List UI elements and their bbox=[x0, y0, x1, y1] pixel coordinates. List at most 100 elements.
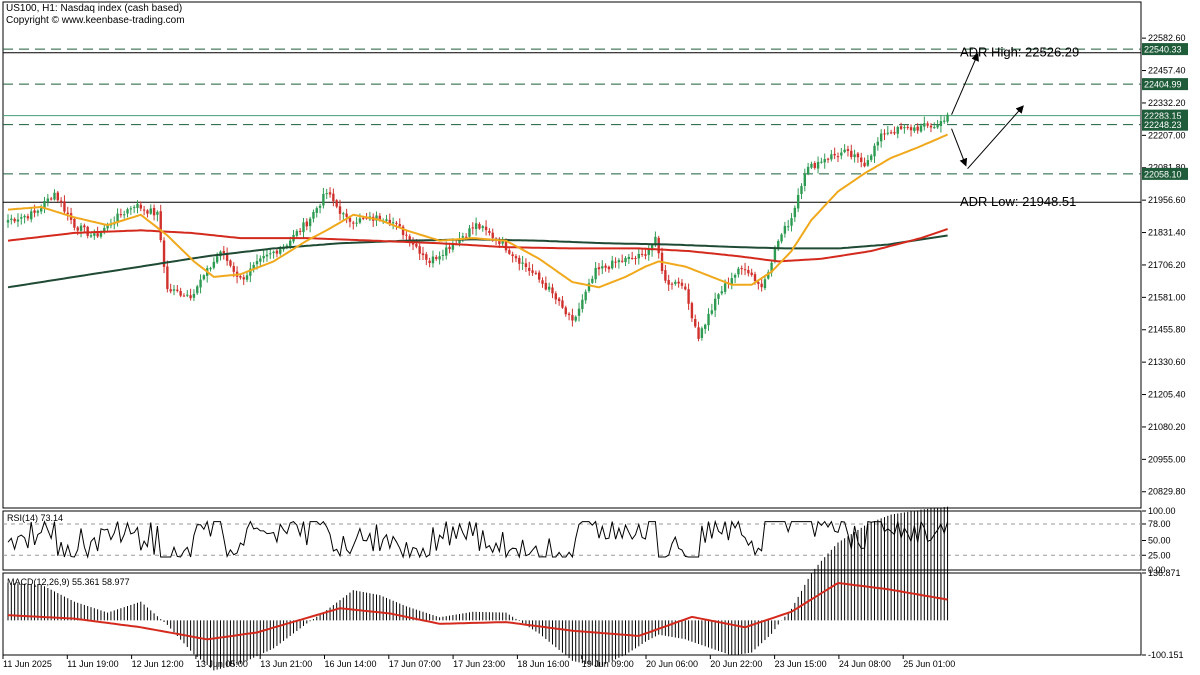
candle-body bbox=[149, 208, 152, 214]
candle-body bbox=[73, 218, 76, 228]
candle-body bbox=[846, 149, 850, 151]
candle-body bbox=[348, 217, 352, 222]
candle-body bbox=[405, 234, 408, 236]
rsi-y-tick-label: 50.00 bbox=[1148, 536, 1171, 546]
candle-body bbox=[723, 283, 727, 292]
candle-body bbox=[342, 213, 345, 215]
candle-body bbox=[182, 295, 186, 297]
candle-body bbox=[53, 192, 56, 200]
candle-body bbox=[604, 265, 607, 268]
main-y-tick-label: 21455.80 bbox=[1148, 325, 1186, 335]
candle-body bbox=[577, 308, 581, 316]
arrow-to-adr-high bbox=[951, 52, 979, 115]
candle-body bbox=[750, 272, 753, 275]
candle-body bbox=[793, 207, 797, 218]
price-level-label: 22058.10 bbox=[1144, 169, 1182, 179]
x-tick-label: 16 Jun 14:00 bbox=[325, 659, 377, 669]
candle-body bbox=[33, 210, 36, 213]
candle-body bbox=[926, 123, 929, 126]
candle-body bbox=[279, 249, 282, 254]
candle-body bbox=[169, 289, 172, 292]
x-tick-label: 13 Jun 21:00 bbox=[260, 659, 312, 669]
candle-body bbox=[504, 241, 508, 251]
candle-body bbox=[704, 324, 707, 329]
x-tick-label: 11 Jun 2025 bbox=[3, 659, 52, 669]
candle-body bbox=[717, 294, 720, 299]
price-level-tag bbox=[1142, 78, 1188, 91]
candle-body bbox=[889, 132, 893, 134]
candle-body bbox=[388, 219, 391, 224]
candle-body bbox=[551, 287, 554, 294]
candle-body bbox=[16, 219, 20, 222]
candle-body bbox=[836, 156, 840, 158]
candle-body bbox=[760, 283, 763, 288]
candle-body bbox=[136, 203, 139, 208]
price-level-tag bbox=[1142, 118, 1188, 131]
candle-body bbox=[43, 200, 46, 209]
main-y-tick-label: 20829.80 bbox=[1148, 487, 1186, 497]
candle-body bbox=[10, 218, 13, 220]
candle-body bbox=[574, 316, 577, 321]
x-tick-label: 13 Jun 05:00 bbox=[196, 659, 248, 669]
ma-mid-line bbox=[7, 228, 948, 263]
candle-body bbox=[166, 266, 169, 290]
candle-body bbox=[126, 209, 129, 214]
candle-body bbox=[232, 266, 235, 272]
macd-histogram bbox=[7, 506, 949, 671]
candle-body bbox=[773, 248, 777, 262]
candle-body bbox=[86, 226, 89, 236]
rsi-y-tick-label: 100.00 bbox=[1148, 506, 1176, 516]
candle-body bbox=[866, 160, 870, 166]
candle-body bbox=[285, 245, 289, 248]
symbol-title: US100, H1: Nasdaq index (cash based) bbox=[6, 3, 183, 14]
x-tick-label: 23 Jun 15:00 bbox=[775, 659, 827, 669]
candle-body bbox=[152, 207, 156, 216]
copyright-text: Copyright © www.keenbase-trading.com bbox=[6, 15, 185, 26]
candle-body bbox=[903, 127, 906, 129]
rsi-panel-frame bbox=[2, 510, 1142, 571]
candle-body bbox=[302, 222, 305, 233]
main-y-tick-label: 22081.80 bbox=[1148, 163, 1186, 173]
candle-body bbox=[899, 126, 903, 129]
candle-body bbox=[289, 240, 292, 246]
candle-body bbox=[614, 261, 617, 263]
price-level-tag bbox=[1142, 167, 1188, 180]
candle-body bbox=[544, 282, 548, 290]
candle-body bbox=[411, 242, 415, 245]
candle-body bbox=[923, 123, 926, 127]
candle-body bbox=[438, 256, 441, 260]
candle-body bbox=[186, 294, 189, 296]
candle-body bbox=[498, 239, 501, 244]
candle-body bbox=[162, 240, 166, 267]
x-tick-label: 17 Jun 23:00 bbox=[453, 659, 505, 669]
candle-body bbox=[46, 198, 50, 202]
candle-body bbox=[634, 258, 637, 260]
candle-body bbox=[156, 211, 159, 215]
candle-body bbox=[594, 267, 597, 280]
candle-body bbox=[132, 207, 136, 209]
price-level-label: 22404.99 bbox=[1144, 80, 1182, 90]
candle-body bbox=[362, 217, 365, 219]
candle-body bbox=[939, 121, 943, 126]
candle-body bbox=[564, 307, 567, 315]
candle-body bbox=[624, 257, 627, 263]
candle-body bbox=[780, 234, 783, 242]
macd-title: MACD(12,26,9) 55.361 58.977 bbox=[7, 577, 130, 587]
candle-body bbox=[464, 236, 468, 238]
candle-body bbox=[637, 253, 640, 259]
candle-body bbox=[810, 163, 813, 168]
candle-body bbox=[269, 253, 272, 255]
candle-body bbox=[328, 192, 332, 195]
candle-body bbox=[943, 120, 946, 122]
candle-body bbox=[315, 208, 318, 213]
candle-body bbox=[508, 250, 511, 254]
candle-body bbox=[123, 214, 126, 216]
candle-body bbox=[481, 226, 484, 229]
candle-body bbox=[528, 267, 531, 271]
candle-body bbox=[933, 127, 936, 129]
main-y-tick-label: 22207.00 bbox=[1148, 130, 1186, 140]
x-tick-label: 20 Jun 06:00 bbox=[646, 659, 698, 669]
candle-body bbox=[298, 230, 302, 232]
candle-body bbox=[833, 153, 836, 156]
